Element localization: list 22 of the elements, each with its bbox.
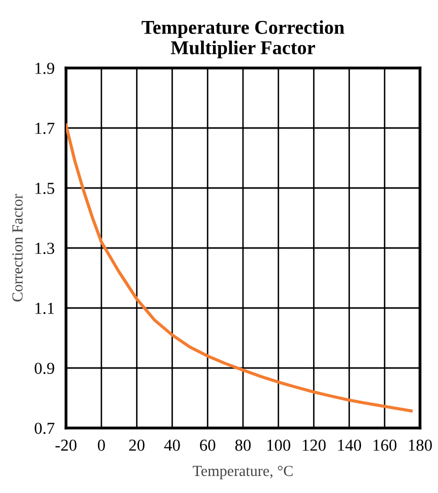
x-tick-label: 80 xyxy=(235,440,251,451)
y-tick-label: 1.1 xyxy=(36,302,54,314)
x-axis-title: Temperature, °C xyxy=(192,466,293,480)
y-tick-label: 1.3 xyxy=(36,242,54,254)
x-tick-label: 20 xyxy=(129,440,144,451)
x-tick-label: 120 xyxy=(302,440,326,451)
y-tick-label: 0.7 xyxy=(34,422,54,434)
y-axis-title: Correction Factor xyxy=(12,194,23,302)
y-tick-label: 0.9 xyxy=(34,362,54,374)
y-tick-label: 1.5 xyxy=(36,182,54,194)
x-tick-label: 100 xyxy=(267,440,290,451)
y-tick-label: 1.9 xyxy=(36,62,54,74)
x-tick-label: 60 xyxy=(200,440,216,451)
chart-title: Temperature Correction Multiplier Factor xyxy=(142,20,344,58)
x-tick-label: 140 xyxy=(338,440,362,451)
y-tick-label: 1.7 xyxy=(36,122,54,134)
x-tick-label: 180 xyxy=(408,440,432,451)
line-series xyxy=(66,123,413,412)
x-tick-label: -20 xyxy=(56,440,76,451)
x-tick-label: 0 xyxy=(98,440,105,451)
x-tick-label: 160 xyxy=(374,440,396,451)
x-tick-label: 40 xyxy=(164,440,180,451)
